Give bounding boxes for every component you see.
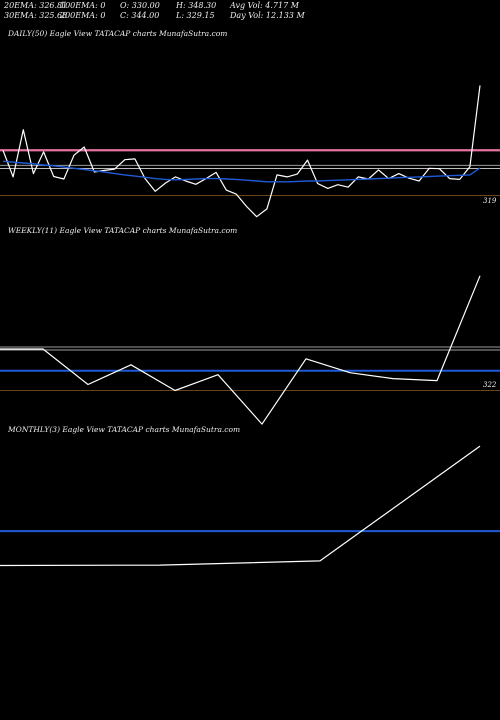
ema20-value: 20EMA: 326.81 [4,1,68,10]
open-value: O: 330.00 [120,1,160,10]
price-axis-label: 319 [483,197,497,205]
daily-chart-title: DAILY(50) Eagle View TATACAP charts Muna… [8,29,228,38]
ema100-value: 100EMA: 0 [60,1,106,10]
day-volume: Day Vol: 12.133 M [230,11,305,20]
high-value: H: 348.30 [176,1,217,10]
weekly-chart-title: WEEKLY(11) Eagle View TATACAP charts Mun… [8,226,238,235]
ema30-value: 30EMA: 325.68 [4,11,68,20]
price-series-line [0,275,481,425]
low-value: L: 329.15 [176,11,215,20]
close-value: C: 344.00 [120,11,160,20]
daily-chart: 319 [0,85,500,218]
price-series-line [0,445,481,567]
ema200-value: 200EMA: 0 [60,11,106,20]
avg-volume: Avg Vol: 4.717 M [230,1,299,10]
monthly-chart [0,445,500,567]
monthly-chart-title: MONTHLY(3) Eagle View TATACAP charts Mun… [8,425,241,434]
weekly-chart: 322 [0,275,500,425]
price-axis-label: 322 [483,381,497,389]
price-series-line [2,85,481,218]
stats-header: 20EMA: 326.81 30EMA: 325.68 100EMA: 0 20… [0,0,500,26]
ma-series-line [2,160,481,183]
